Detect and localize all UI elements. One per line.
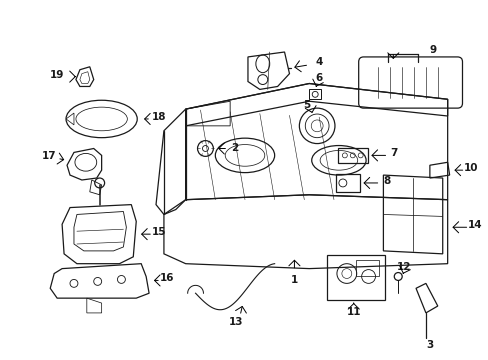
Text: 18: 18 xyxy=(151,112,166,122)
Text: 12: 12 xyxy=(396,262,410,272)
Text: 19: 19 xyxy=(50,69,64,80)
Text: 7: 7 xyxy=(390,148,397,158)
Text: 1: 1 xyxy=(290,275,298,285)
Text: 5: 5 xyxy=(303,100,310,110)
Text: 3: 3 xyxy=(426,341,432,350)
Text: 10: 10 xyxy=(463,163,478,173)
Text: 6: 6 xyxy=(315,73,322,82)
Text: 16: 16 xyxy=(159,274,174,283)
Text: 17: 17 xyxy=(42,151,57,161)
Text: 8: 8 xyxy=(383,176,390,186)
Text: 14: 14 xyxy=(467,220,482,230)
Text: 15: 15 xyxy=(151,227,166,237)
Text: 9: 9 xyxy=(428,45,435,55)
Text: 13: 13 xyxy=(228,317,243,327)
Text: 11: 11 xyxy=(346,307,360,317)
Text: 2: 2 xyxy=(231,144,238,153)
Text: 4: 4 xyxy=(315,57,322,67)
